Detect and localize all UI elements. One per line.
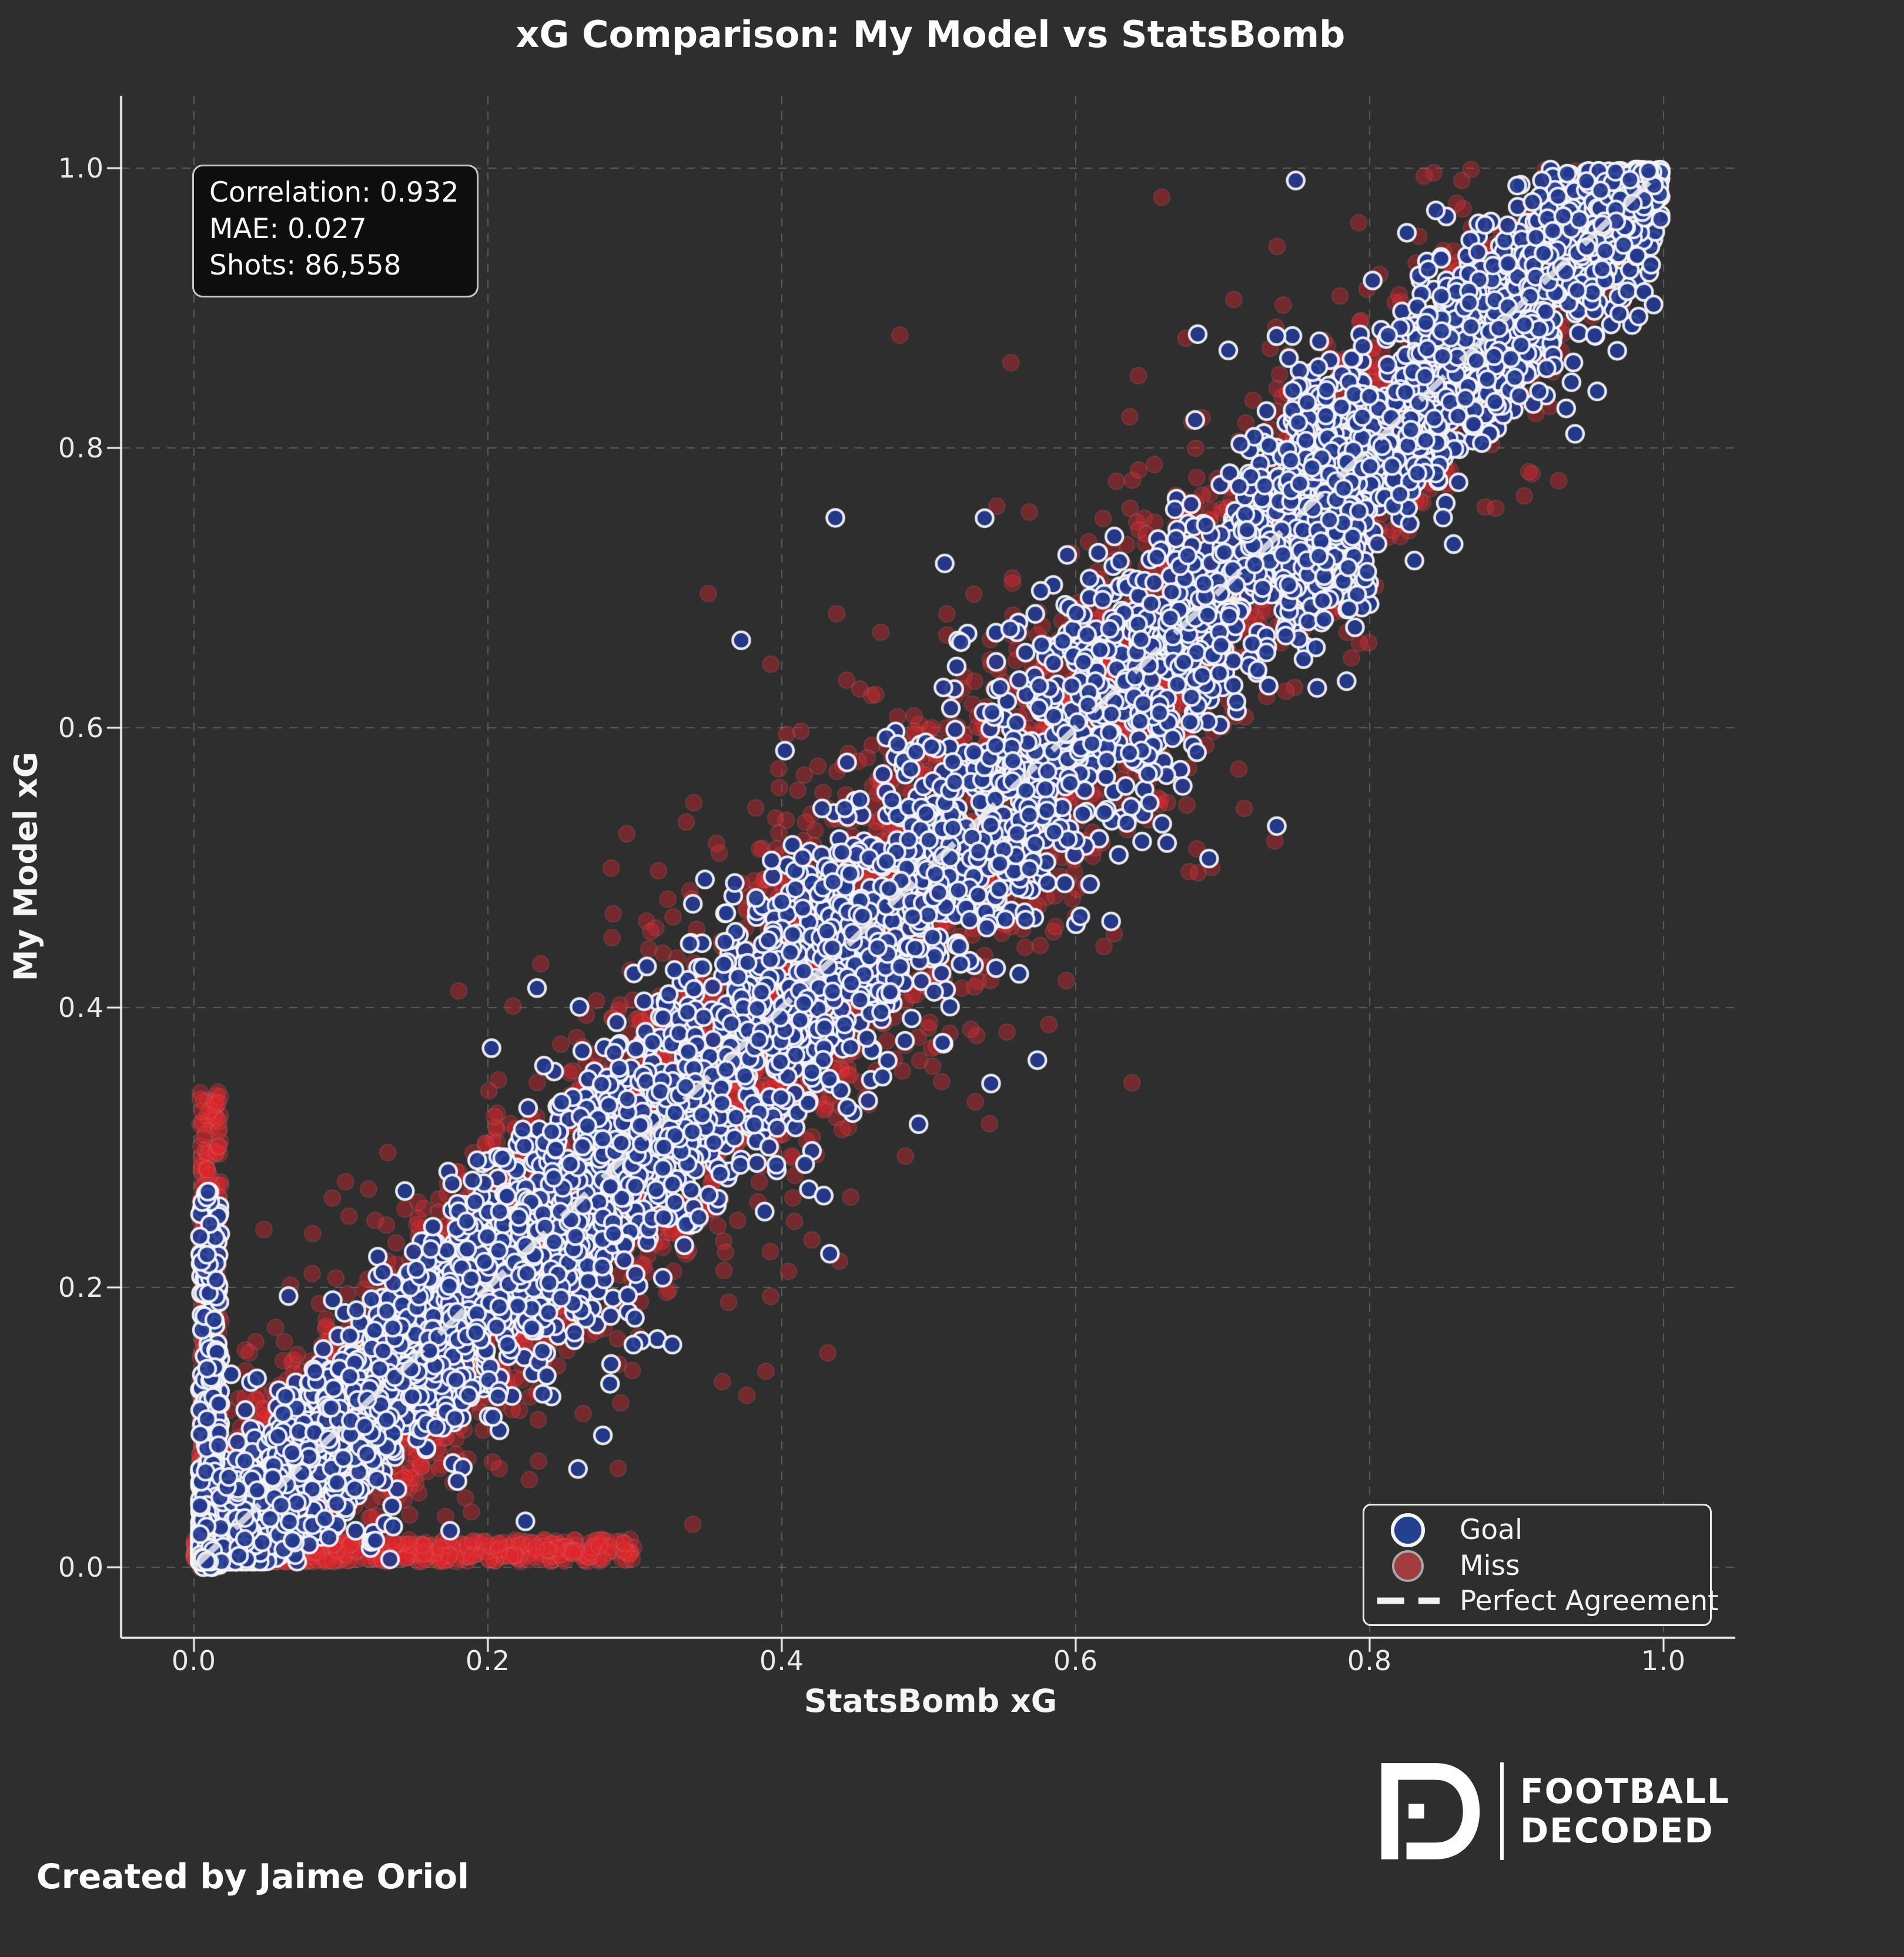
credit-text: Created by Jaime Oriol [36, 1856, 470, 1896]
y-tick-label: 0.6 [58, 712, 105, 744]
legend-item-label: Goal [1460, 1514, 1523, 1546]
football-decoded-logo: FOOTBALL DECODED [1371, 1759, 1730, 1864]
legend-item-perfect-agreement: Perfect Agreement [1376, 1585, 1719, 1617]
x-tick-label: 0.8 [1347, 1645, 1393, 1677]
stats-shots: Shots: 86,558 [209, 249, 401, 282]
miss-marker-icon [1392, 1550, 1424, 1582]
goal-marker-icon [1391, 1513, 1425, 1547]
fd-monogram-icon [1381, 1763, 1480, 1859]
logo-divider [1500, 1762, 1504, 1860]
legend-item-label: Miss [1460, 1550, 1520, 1582]
y-tick-label: 0.4 [58, 992, 105, 1023]
stats-correlation: Correlation: 0.932 [209, 176, 459, 209]
legend-item-miss: Miss [1376, 1550, 1696, 1582]
y-tick-label: 0.0 [58, 1551, 105, 1583]
x-tick-label: 0.0 [171, 1645, 217, 1677]
x-tick-label: 0.2 [465, 1645, 511, 1677]
stats-annotation-box: Correlation: 0.932 MAE: 0.027 Shots: 86,… [192, 165, 478, 297]
logo-wordmark-line2: DECODED [1520, 1811, 1714, 1851]
x-axis-label: StatsBomb xG [804, 1682, 1058, 1720]
chart-title: xG Comparison: My Model vs StatsBomb [516, 13, 1346, 56]
legend: Goal Miss Perfect Agreement [1363, 1504, 1719, 1626]
stats-mae: MAE: 0.027 [209, 213, 367, 245]
y-tick-label: 1.0 [58, 152, 105, 184]
y-axis-label: My Model xG [7, 751, 45, 982]
logo-wordmark-line1: FOOTBALL [1520, 1771, 1730, 1811]
y-tick-label: 0.8 [58, 432, 105, 464]
legend-item-label: Perfect Agreement [1460, 1584, 1719, 1617]
x-tick-label: 0.4 [759, 1645, 805, 1677]
legend-item-goal: Goal [1376, 1513, 1696, 1547]
x-tick-label: 1.0 [1641, 1645, 1687, 1677]
y-tick-label: 0.2 [58, 1272, 105, 1303]
x-tick-label: 0.6 [1053, 1645, 1099, 1677]
dashed-line-icon [1377, 1597, 1440, 1604]
